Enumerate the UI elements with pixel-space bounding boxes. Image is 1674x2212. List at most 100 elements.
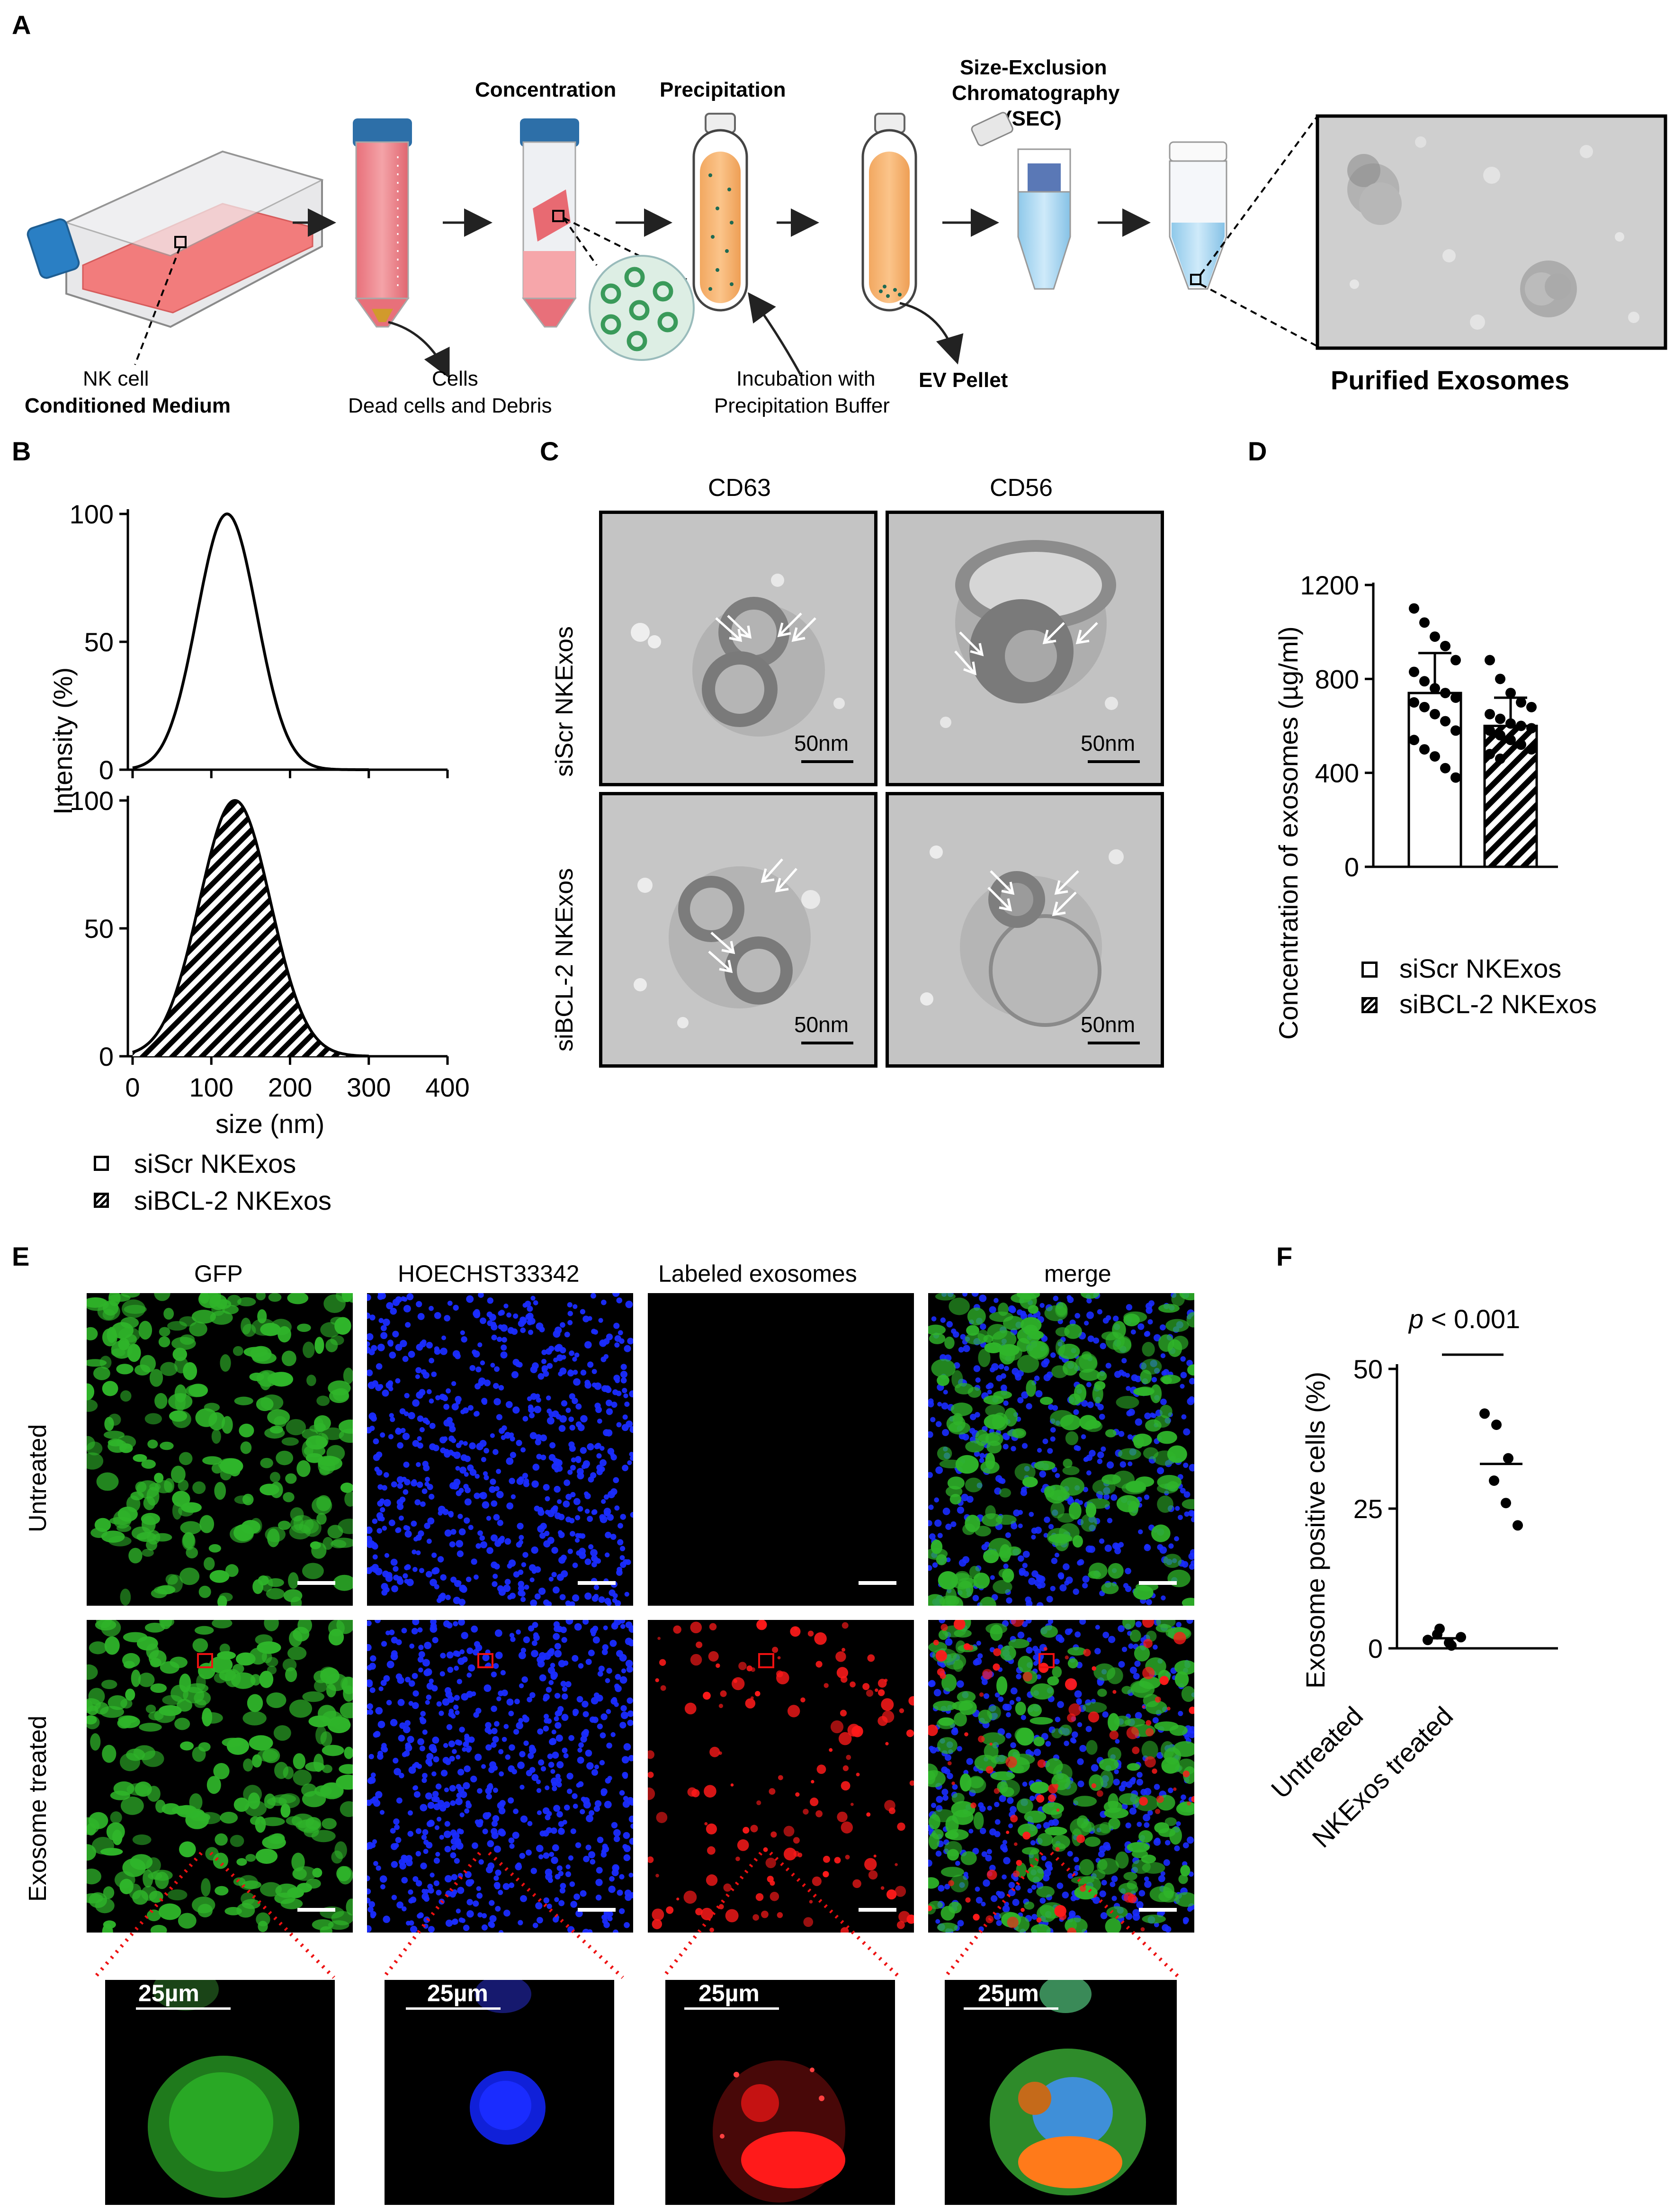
- c-row-label-sibcl2: siBCL-2 NKExos: [551, 868, 578, 1052]
- data-point: [1505, 688, 1516, 699]
- zoom-scale-label: 25µm: [698, 1980, 760, 2006]
- fluorescence-image-treated-gfp: [87, 1620, 353, 1933]
- cells-label-2: Dead cells and Debris: [348, 394, 552, 417]
- scale-bar: [578, 1908, 616, 1912]
- exosome-magnification-icon: [589, 255, 695, 361]
- data-point: [1513, 1520, 1523, 1531]
- step-sec-label-2: Chromatography: [952, 81, 1120, 105]
- pvalue-p: p: [1409, 1304, 1424, 1334]
- y-tick-label: 100: [70, 786, 114, 816]
- data-point: [1423, 1635, 1433, 1646]
- data-point: [1450, 725, 1461, 736]
- data-point: [1430, 709, 1440, 719]
- c-col-label-cd63: CD63: [708, 474, 771, 502]
- data-point: [1409, 603, 1419, 614]
- data-point: [1440, 716, 1450, 727]
- distribution-curve: [132, 512, 369, 771]
- chart-d-legend-label-1: siScr NKExos: [1399, 953, 1562, 983]
- scale-bar: [297, 1581, 335, 1585]
- scale-bar-label: 50nm: [1081, 1012, 1135, 1037]
- panel-letter-a: A: [12, 10, 31, 40]
- zoom-region-marker: [477, 1653, 493, 1668]
- x-tick-label: 300: [347, 1072, 391, 1102]
- step-sec-label-1: Size-Exclusion: [960, 56, 1107, 79]
- y-tick-label: 0: [99, 1042, 114, 1071]
- fluorescence-image-treated-merge: [928, 1620, 1194, 1933]
- panel-letter-d: D: [1248, 436, 1267, 466]
- scale-bar-label: 50nm: [794, 1012, 849, 1037]
- y-tick-label: 50: [84, 627, 114, 657]
- y-tick-label: 800: [1315, 664, 1359, 694]
- nk-cell-label-1: NK cell: [83, 367, 149, 390]
- data-point: [1430, 683, 1440, 694]
- distribution-area: [133, 800, 369, 1056]
- e-col-label-hoechst: HOECHST33342: [398, 1260, 580, 1287]
- step-sec-label-3: (SEC): [1005, 107, 1062, 130]
- chart-b-legend-swatch-1: [94, 1156, 109, 1171]
- centrifuge-tube-icon: [353, 118, 412, 328]
- data-point: [1491, 1420, 1502, 1430]
- em-image-siscr-cd56: 50nm: [886, 511, 1164, 786]
- data-point: [1485, 749, 1495, 759]
- y-tick-label: 50: [1353, 1354, 1383, 1384]
- pvalue-text: < 0.001: [1423, 1304, 1521, 1334]
- chart-b-ylabel: Intensity (%): [48, 667, 78, 815]
- scale-bar-label: 50nm: [1081, 731, 1135, 755]
- zoom-region-marker: [758, 1653, 774, 1668]
- zoom-merge: 25µm: [945, 1980, 1177, 2205]
- e-row-label-untreated: Untreated: [24, 1424, 52, 1532]
- y-tick-label: 1200: [1300, 570, 1359, 600]
- y-tick-label: 50: [84, 914, 114, 944]
- data-point: [1419, 701, 1430, 712]
- x-tick-label: 0: [125, 1072, 140, 1102]
- zoom-exosomes: 25µm: [665, 1980, 895, 2205]
- zoom-region-marker: [1038, 1653, 1055, 1668]
- e-col-label-exosomes: Labeled exosomes: [658, 1260, 857, 1287]
- data-point: [1419, 744, 1430, 755]
- x-tick-label: 200: [268, 1072, 312, 1102]
- chart-f-ylabel: Exosome positive cells (%): [1300, 1371, 1330, 1689]
- y-tick-label: 0: [1368, 1634, 1383, 1663]
- data-point: [1503, 1453, 1513, 1464]
- y-tick-label: 100: [70, 499, 114, 529]
- data-point: [1505, 735, 1516, 746]
- purified-exosomes-label: Purified Exosomes: [1331, 365, 1570, 395]
- data-point: [1479, 1408, 1490, 1419]
- em-image-sibcl2-cd56: 50nm: [886, 792, 1164, 1068]
- data-point: [1526, 723, 1537, 734]
- y-tick-label: 0: [99, 755, 114, 785]
- chart-b-legend-label-2: siBCL-2 NKExos: [134, 1186, 332, 1215]
- panel-letter-e: E: [12, 1241, 30, 1271]
- cells-label-1: Cells: [432, 367, 478, 390]
- data-point: [1409, 697, 1419, 708]
- data-point: [1440, 688, 1450, 699]
- data-point: [1516, 697, 1526, 708]
- zoom-scale-label: 25µm: [978, 1980, 1039, 2006]
- panel-letter-c: C: [540, 436, 559, 466]
- data-point: [1444, 1637, 1454, 1648]
- fluorescence-image-untreated-gfp: [87, 1293, 353, 1606]
- fluorescence-image-treated-exosome: [648, 1620, 914, 1933]
- data-point: [1495, 713, 1505, 724]
- incubation-label-2: Precipitation Buffer: [714, 394, 890, 417]
- step-concentration-label: Concentration: [475, 78, 617, 101]
- culture-flask-icon: [27, 150, 324, 328]
- data-point: [1516, 739, 1526, 750]
- chart-f-pvalue: p < 0.001: [1409, 1304, 1520, 1334]
- data-point: [1450, 692, 1461, 703]
- data-point: [1526, 701, 1537, 712]
- zoom-connector-lines: [93, 1852, 1181, 1979]
- incubation-label-1: Incubation with: [736, 367, 876, 390]
- sec-tube-icon: [971, 112, 1071, 290]
- zoom-hoechst: 25µm: [385, 1980, 614, 2205]
- nk-cell-label-2: Conditioned Medium: [25, 394, 231, 417]
- y-tick-label: 25: [1353, 1494, 1383, 1524]
- data-point: [1495, 753, 1505, 764]
- data-point: [1440, 640, 1450, 651]
- em-image-sibcl2-cd63: 50nm: [599, 792, 877, 1068]
- chart-b-legend-label-1: siScr NKExos: [134, 1149, 296, 1178]
- e-col-label-gfp: GFP: [194, 1260, 243, 1287]
- fluorescence-image-treated-hoechst: [367, 1620, 633, 1933]
- scale-bar-label: 50nm: [794, 731, 849, 755]
